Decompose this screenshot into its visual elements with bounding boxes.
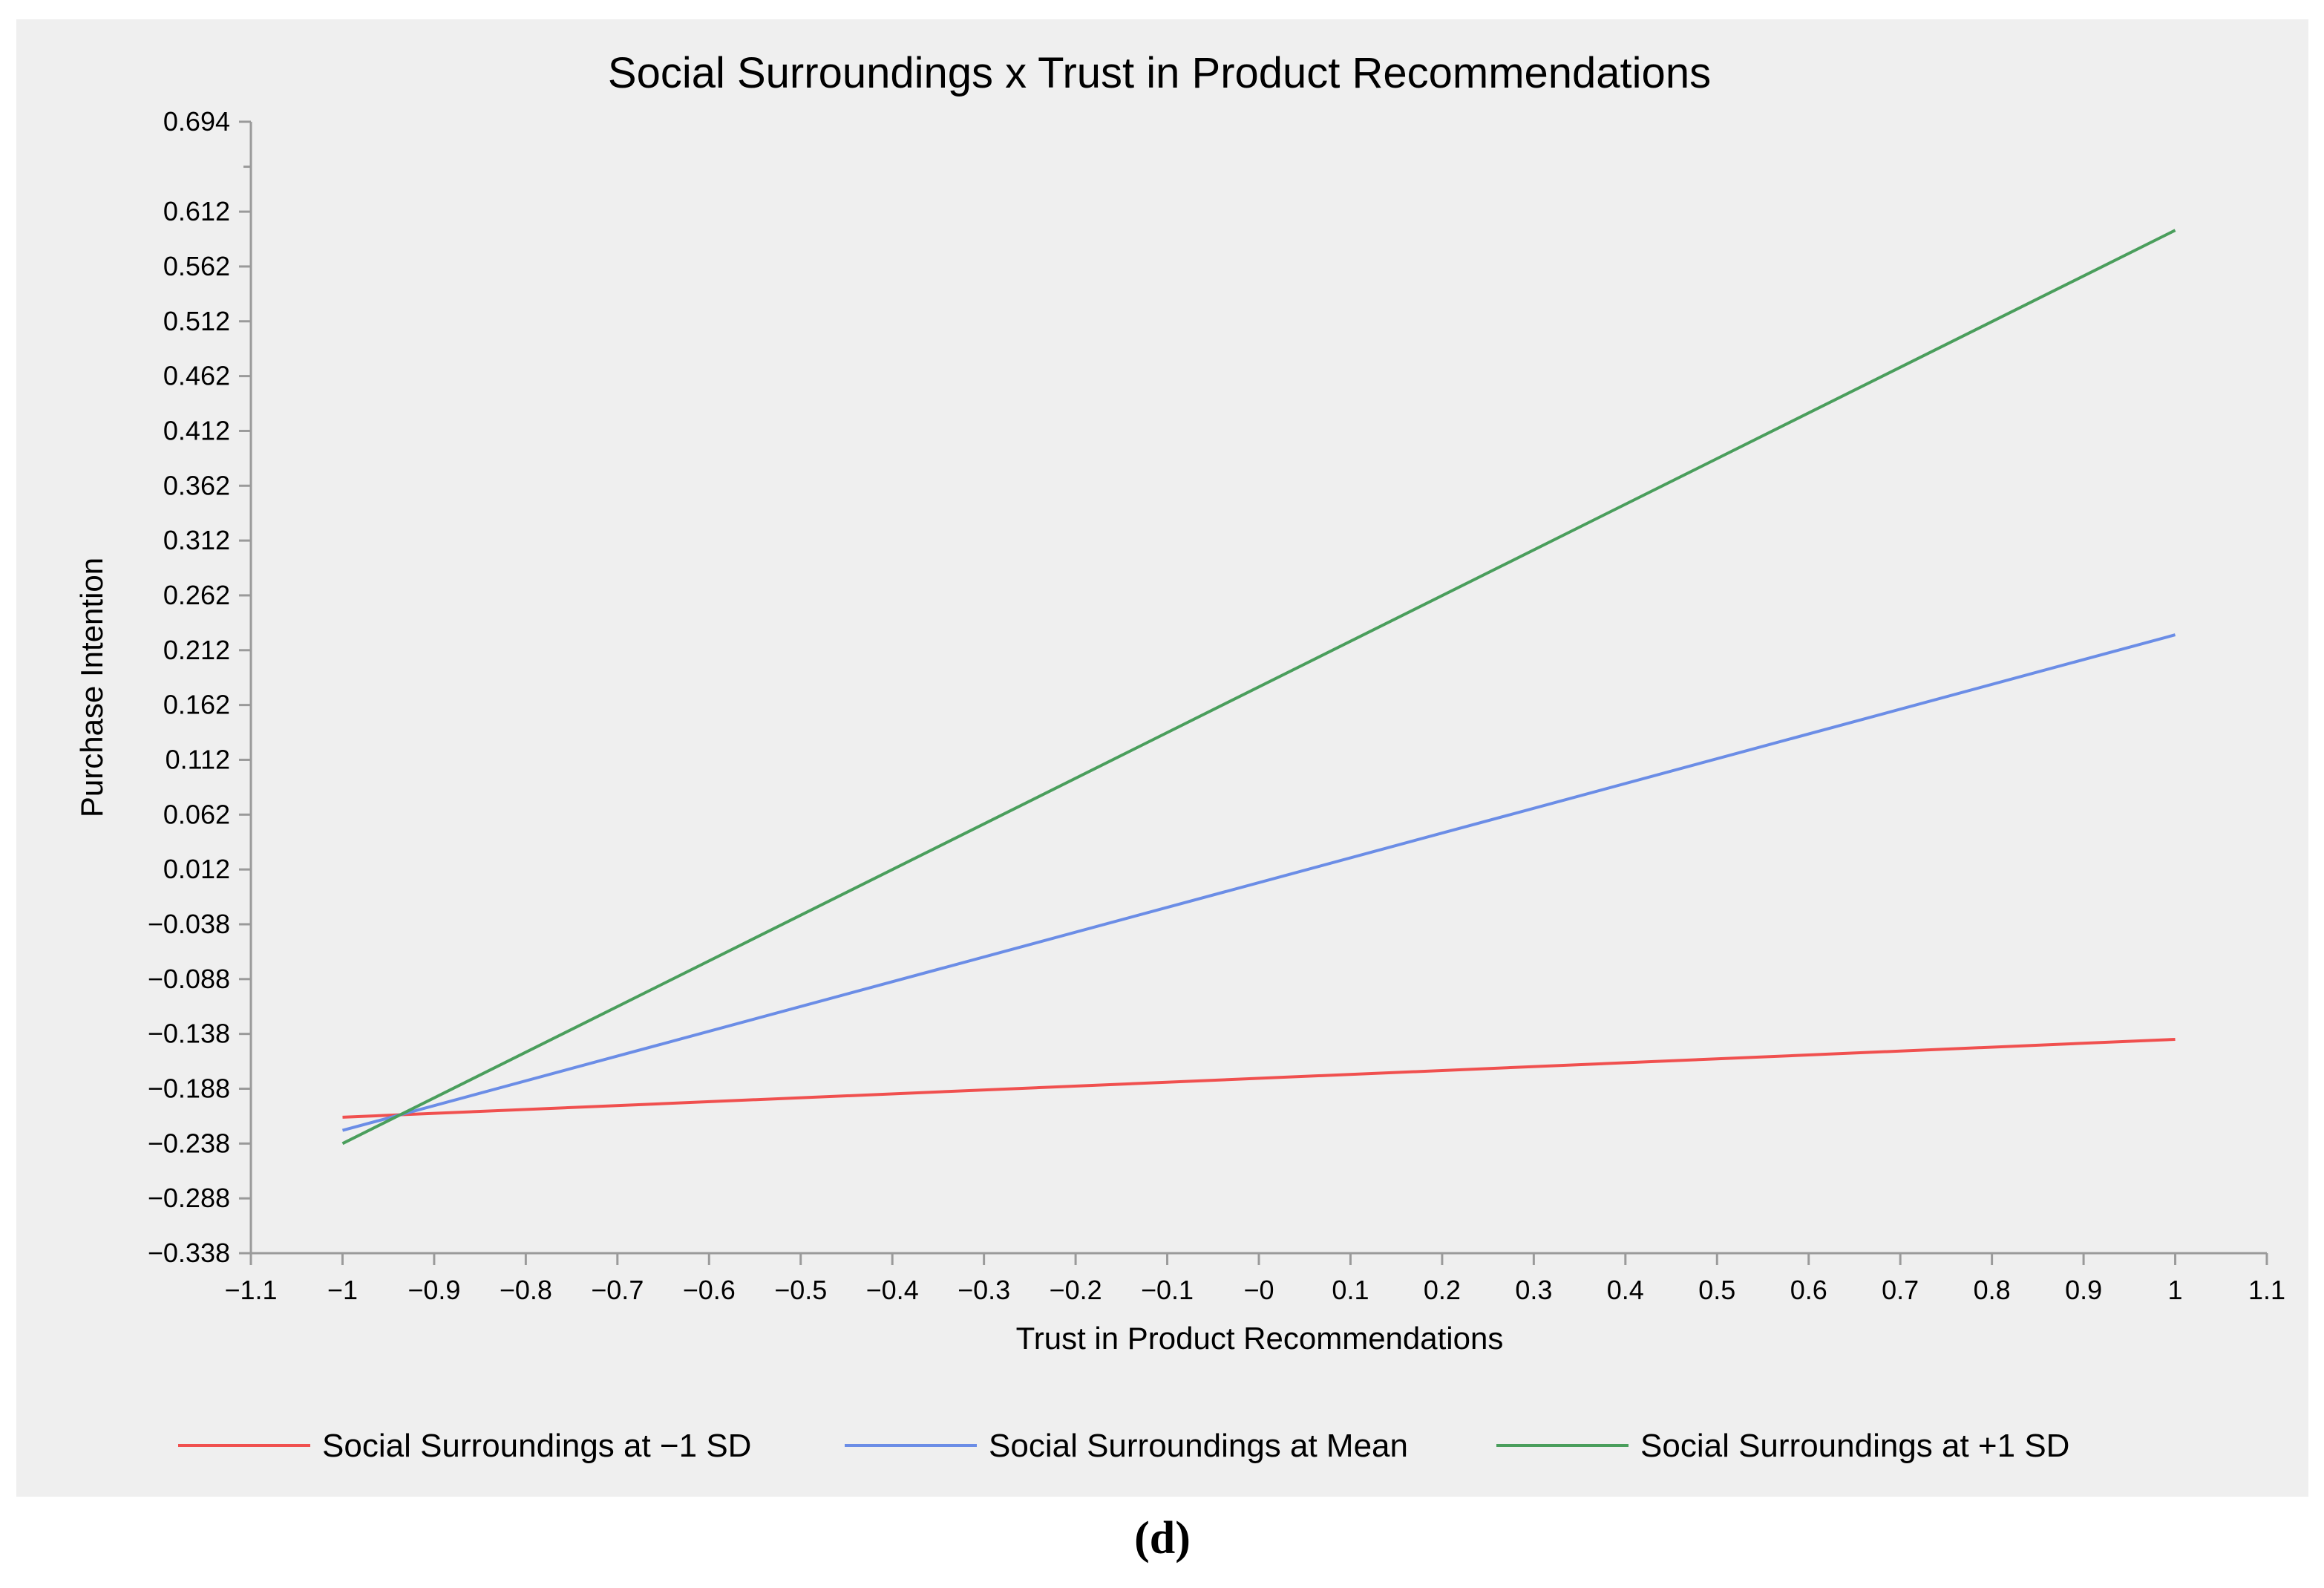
- y-tick-label: −0.138: [148, 1019, 230, 1049]
- y-axis-title: Purchase Intention: [74, 558, 109, 817]
- y-tick-label: −0.038: [148, 909, 230, 939]
- chart-panel: [16, 19, 2308, 1497]
- y-tick-label: 0.262: [163, 580, 230, 610]
- x-tick-label: −1.1: [224, 1275, 277, 1305]
- legend-label: Social Surroundings at −1 SD: [322, 1428, 751, 1464]
- y-tick-label: 0.694: [163, 106, 230, 137]
- series-line: [341, 229, 2176, 1146]
- y-tick-label: 0.562: [163, 251, 230, 281]
- x-tick-label: −0.7: [591, 1275, 644, 1305]
- x-tick-label: 0.9: [2065, 1275, 2102, 1305]
- y-tick-label: −0.238: [148, 1128, 230, 1158]
- legend-label: Social Surroundings at Mean: [989, 1428, 1408, 1464]
- x-axis-title: Trust in Product Recommendations: [1016, 1321, 1504, 1356]
- y-tick-label: −0.088: [148, 964, 230, 994]
- series-line: [342, 1038, 2176, 1119]
- legend: Social Surroundings at −1 SD Social Surro…: [178, 1428, 2069, 1464]
- chart-title: Social Surroundings x Trust in Product R…: [608, 49, 1711, 97]
- y-tick-label: −0.188: [148, 1073, 230, 1103]
- series-lines: [341, 229, 2176, 1146]
- y-tick-label: 0.612: [163, 196, 230, 226]
- y-tick-label: 0.062: [163, 799, 230, 829]
- y-tick-label: 0.112: [166, 744, 230, 774]
- x-tick-label: −0.5: [774, 1275, 827, 1305]
- x-tick-label: 0.2: [1424, 1275, 1461, 1305]
- y-tick-label: 0.412: [163, 415, 230, 445]
- x-tick-label: 0.6: [1790, 1275, 1827, 1305]
- y-tick-label: 0.212: [163, 635, 230, 665]
- x-tick-label: −0.2: [1050, 1275, 1102, 1305]
- x-tick-label: −0: [1243, 1275, 1274, 1305]
- y-axis: 0.694 0.612 0.562 0.512 0.462 0.412 0.362 0.312…: [148, 106, 252, 1268]
- y-tick-label: 0.512: [163, 306, 230, 336]
- x-tick-label: −0.6: [683, 1275, 736, 1305]
- y-tick-label: 0.462: [163, 361, 230, 391]
- x-axis: −1.1 −1 −0.9 −0.8 −0.7 −0.6 −0.5 −0.4 −0.3 −0.2 −0…: [224, 1252, 2285, 1305]
- x-tick-label: −0.3: [958, 1275, 1010, 1305]
- x-tick-label: 0.3: [1515, 1275, 1552, 1305]
- legend-label: Social Surroundings at +1 SD: [1640, 1428, 2069, 1464]
- x-tick-label: 0.1: [1332, 1275, 1369, 1305]
- panel-label: (d): [1134, 1513, 1191, 1564]
- y-tick-label: 0.312: [163, 525, 230, 555]
- y-tick-label: −0.288: [148, 1183, 230, 1213]
- series-line: [341, 633, 2176, 1132]
- x-tick-label: −0.9: [407, 1275, 460, 1305]
- x-tick-label: 0.8: [1974, 1275, 2011, 1305]
- x-tick-label: −0.4: [866, 1275, 919, 1305]
- x-tick-label: 0.4: [1607, 1275, 1644, 1305]
- x-tick-label: −0.8: [500, 1275, 552, 1305]
- y-tick-label: 0.162: [163, 690, 230, 720]
- x-tick-label: 0.7: [1882, 1275, 1919, 1305]
- y-tick-label: −0.338: [148, 1238, 230, 1268]
- x-tick-label: 0.5: [1698, 1275, 1735, 1305]
- y-tick-label: 0.362: [163, 470, 230, 500]
- x-tick-label: 1: [2168, 1275, 2183, 1305]
- x-tick-label: −0.1: [1141, 1275, 1194, 1305]
- x-tick-label: −1: [327, 1275, 358, 1305]
- y-tick-label: 0.012: [163, 854, 230, 884]
- x-tick-label: 1.1: [2248, 1275, 2285, 1305]
